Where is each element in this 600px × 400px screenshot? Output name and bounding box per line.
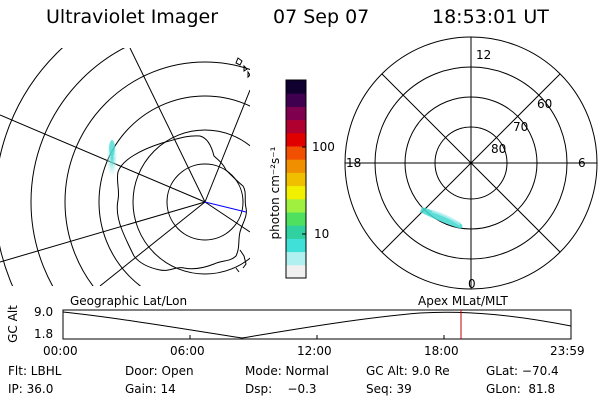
instrument-title: Ultraviolet Imager <box>46 6 219 28</box>
colorbar-segment <box>286 251 306 266</box>
polar-label-lat-80: 80 <box>491 142 507 156</box>
time-label: 18:53:01 UT <box>432 6 549 28</box>
x-tick-2359: 23:59 <box>550 344 585 358</box>
colorbar-segment <box>286 80 306 94</box>
colorbar-tick-100: 100 <box>312 140 335 154</box>
y-tick-9: 9.0 <box>34 305 54 319</box>
colorbar-tick-10: 10 <box>314 227 330 241</box>
date-label: 07 Sep 07 <box>273 6 370 28</box>
info-glon: GLon: 81.8 <box>486 382 556 396</box>
noon-meridian-line <box>204 201 247 213</box>
colorbar-segment <box>286 172 306 187</box>
info-door: Door: Open <box>125 364 194 378</box>
info-gain: Gain: 14 <box>125 382 176 396</box>
x-tick-0600: 06:00 <box>170 344 205 358</box>
polar-label-mlt-6: 6 <box>578 156 586 170</box>
polar-label-mlt-18: 18 <box>346 156 362 170</box>
y-axis-label: GC Alt <box>6 305 20 343</box>
x-tick-0000: 00:00 <box>43 344 78 358</box>
colorbar-segment <box>286 225 306 239</box>
info-dsp: Dsp: −0.3 <box>245 382 317 396</box>
info-mode: Mode: Normal <box>245 364 329 378</box>
polar-label-mlt-12: 12 <box>476 48 492 62</box>
colorbar-segment <box>286 106 306 121</box>
colorbar-segment <box>286 185 306 200</box>
polar-label-lat-70: 70 <box>513 120 529 134</box>
geographic-map <box>0 48 250 286</box>
geographic-label: Geographic Lat/Lon <box>70 294 188 308</box>
info-seq: Seq: 39 <box>366 382 412 396</box>
aurora-emission-polar <box>420 207 463 229</box>
altitude-timeline-box <box>62 309 572 340</box>
info-glat: GLat: −70.4 <box>486 364 559 378</box>
colorbar-segment <box>286 198 306 213</box>
polar-label-lat-60: 60 <box>537 97 553 111</box>
colorbar <box>286 80 306 279</box>
polar-label-mlt-0: 0 <box>468 277 476 291</box>
info-filter: Flt: LBHL <box>8 364 62 378</box>
info-ip: IP: 36.0 <box>8 382 54 396</box>
info-gc-alt: GC Alt: 9.0 Re <box>366 364 450 378</box>
colorbar-segment <box>286 132 306 147</box>
x-tick-1200: 12:00 <box>297 344 332 358</box>
altitude-curve <box>62 311 572 339</box>
colorbar-axis-label: photon cm⁻²s⁻¹ <box>268 146 282 240</box>
colorbar-segment <box>286 264 306 279</box>
colorbar-segment <box>286 119 306 134</box>
colorbar-segment <box>286 212 306 226</box>
colorbar-segment <box>286 238 306 253</box>
colorbar-segment <box>286 93 306 107</box>
y-tick-1-8: 1.8 <box>34 327 54 341</box>
apex-label: Apex MLat/MLT <box>418 294 508 308</box>
polar-mlt-plot <box>344 36 598 290</box>
x-tick-1800: 18:00 <box>424 344 459 358</box>
colorbar-segment <box>286 159 306 173</box>
colorbar-segment <box>286 146 306 160</box>
